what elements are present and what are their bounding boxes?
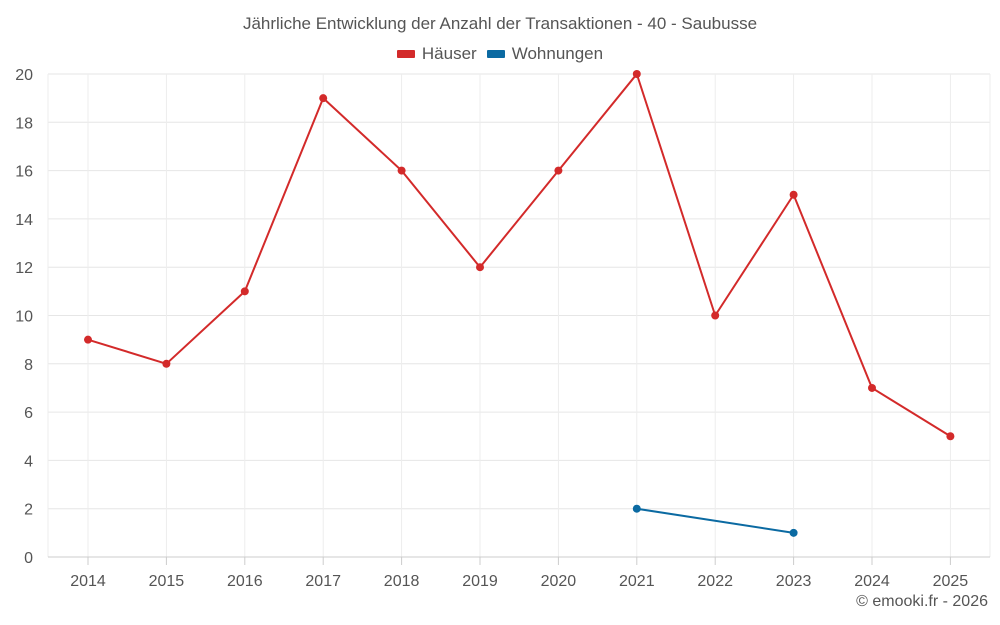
chart-title: Jährliche Entwicklung der Anzahl der Tra… <box>242 14 758 33</box>
data-point-0 <box>868 383 876 392</box>
data-point-0 <box>711 311 720 320</box>
data-point-0 <box>397 166 406 175</box>
legend-item-wohnungen[interactable]: Wohnungen <box>486 44 604 64</box>
data-point-1 <box>632 504 641 513</box>
x-tick-label: 2014 <box>70 573 106 590</box>
y-tick-label: 0 <box>24 550 33 567</box>
data-point-0 <box>632 70 641 78</box>
y-tick-label: 8 <box>24 357 33 374</box>
x-tick-label: 2023 <box>776 573 812 590</box>
series-line-0 <box>87 73 951 438</box>
x-tick-label: 2016 <box>227 573 263 590</box>
y-tick-label: 14 <box>15 212 33 229</box>
data-point-0 <box>789 190 798 199</box>
x-tick-label: 2018 <box>384 573 420 590</box>
data-point-0 <box>240 287 249 296</box>
data-point-0 <box>319 94 328 103</box>
data-point-1 <box>789 528 798 537</box>
x-tick-label: 2017 <box>305 573 341 590</box>
legend-label-wohnungen: Wohnungen <box>511 44 604 63</box>
legend-item-haeuser[interactable]: Häuser <box>396 44 477 64</box>
data-point-0 <box>946 432 955 441</box>
data-point-0 <box>84 335 92 344</box>
legend: Häuser Wohnungen <box>0 44 1000 64</box>
x-tick-label: 2015 <box>149 573 185 590</box>
legend-swatch-wohnungen <box>486 50 505 58</box>
x-tick-label: 2022 <box>697 573 733 590</box>
x-tick-label: 2025 <box>933 573 969 590</box>
y-tick-label: 16 <box>15 164 33 181</box>
series-line-1 <box>636 507 794 534</box>
y-tick-label: 12 <box>15 260 33 277</box>
y-tick-label: 2 <box>24 502 33 519</box>
data-point-0 <box>554 166 563 175</box>
y-tick-label: 18 <box>15 115 33 132</box>
legend-swatch-haeuser <box>396 50 415 58</box>
credit-text: © emooki.fr - 2026 <box>856 593 988 610</box>
legend-label-haeuser: Häuser <box>421 44 477 63</box>
x-tick-label: 2020 <box>541 573 577 590</box>
data-point-0 <box>162 359 171 368</box>
x-tick-label: 2021 <box>619 573 655 590</box>
y-tick-label: 20 <box>15 67 33 84</box>
y-tick-label: 6 <box>24 405 33 422</box>
x-tick-label: 2024 <box>854 573 890 590</box>
data-point-0 <box>476 263 484 272</box>
y-tick-label: 10 <box>15 309 33 326</box>
y-tick-label: 4 <box>24 453 33 470</box>
x-tick-label: 2019 <box>462 573 498 590</box>
